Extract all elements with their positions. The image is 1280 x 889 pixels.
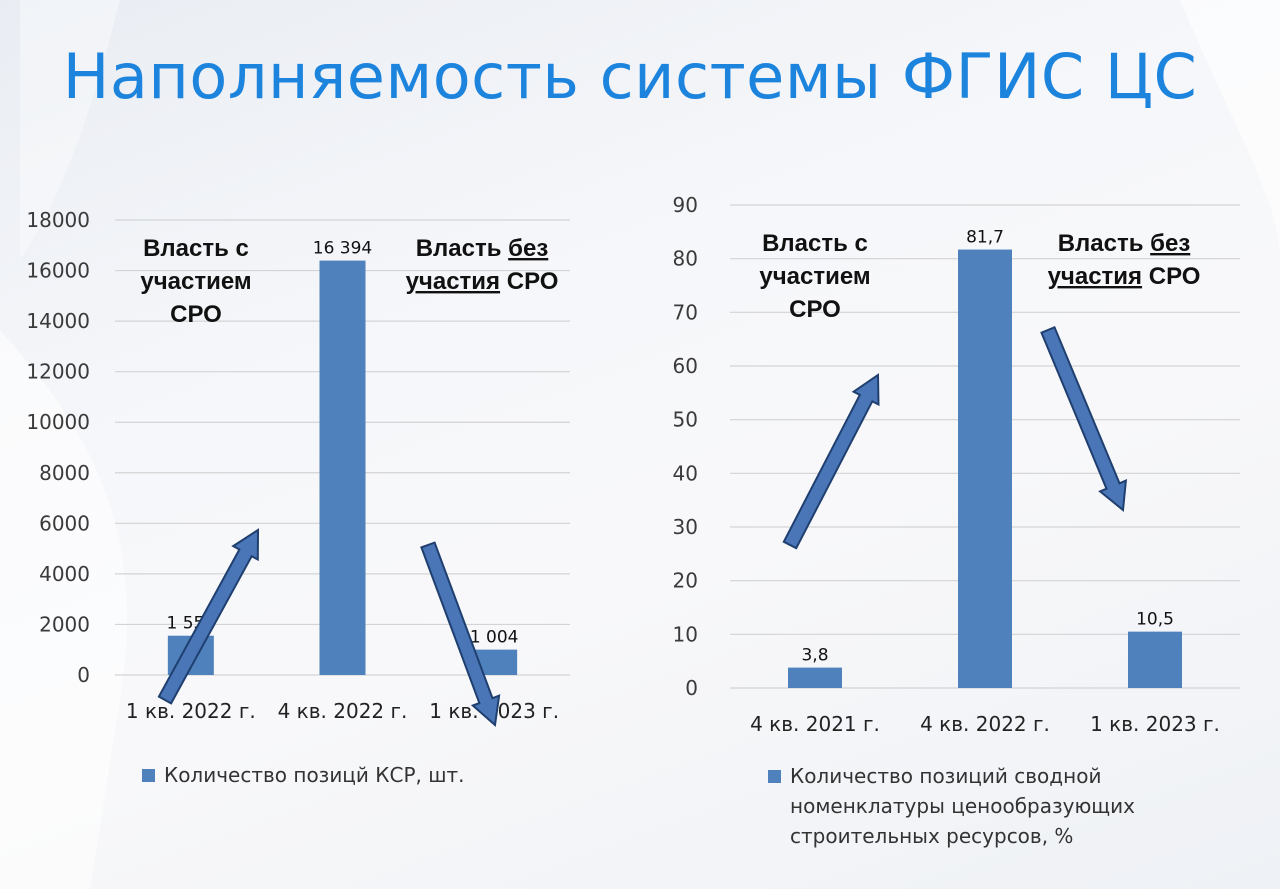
legend-label: Количество позиций сводной номенклатуры … [768,761,1198,851]
annotation-right: Власть без участия СРО [406,235,559,295]
legend-swatch [142,769,155,782]
x-category-label: 4 кв. 2021 г. [750,712,880,736]
y-tick-label: 2000 [39,612,90,636]
x-category-label: 1 кв. 2023 г. [1090,712,1220,736]
x-category-label: 4 кв. 2022 г. [920,712,1050,736]
x-category-label: 1 кв. 2022 г. [126,699,256,723]
annotation-line: участия СРО [406,268,559,295]
y-tick-label: 4000 [39,562,90,586]
y-tick-label: 0 [685,676,698,700]
annotation-line: участия СРО [1048,263,1201,290]
arrow-down-icon [420,541,501,727]
bar-value-label: 3,8 [801,646,828,666]
y-tick-label: 6000 [39,511,90,535]
legend-swatch [768,770,781,783]
annotation-line: Власть с [143,235,249,262]
bar [319,260,366,675]
y-tick-label: 12000 [26,360,90,384]
arrow-up-icon [782,373,880,550]
y-axis-ticks: 0 2000 4000 6000 8000 10000 12000 14000 16000 180… [26,208,90,687]
y-tick-label: 80 [673,247,698,271]
annotation-right: Власть без участия СРО [1048,230,1201,290]
legend-label: Количество позицй КСР, шт. [164,763,465,787]
trend-arrows [157,528,501,727]
legend-label-line: номенклатуры ценообразующих [790,794,1135,818]
annotation-line: Власть с [762,230,868,257]
annotation-emphasis: участия [406,268,501,295]
annotation-line: участием [759,263,870,290]
annotation-text: Власть [416,235,508,262]
legend-ksr: Количество позицй КСР, шт. [142,760,602,790]
arrow-down-icon [1040,325,1128,512]
annotation-text: Власть [1058,230,1150,257]
annotation-line: Власть без [1058,230,1191,257]
arrow-up-icon [157,528,260,705]
annotation-line: СРО [789,296,841,323]
y-axis-ticks: 0 10 20 30 40 50 60 70 80 90 [673,193,698,700]
legend-nomenclature: Количество позиций сводной номенклатуры … [768,761,1198,851]
y-tick-label: 60 [673,354,698,378]
chart-ksr: 0 2000 4000 6000 8000 10000 12000 14000 16000 180… [26,208,570,727]
chart-nomenclature: 0 10 20 30 40 50 60 70 80 90 3,8 81,7 10,5 4 кв. 20… [673,193,1240,736]
bar-value-label: 16 394 [313,239,372,259]
annotation-emphasis: без [1150,230,1190,257]
x-axis-labels: 4 кв. 2021 г. 4 кв. 2022 г. 1 кв. 2023 г. [750,712,1220,736]
annotation-left: Власть с участием СРО [759,230,870,323]
slide-title: Наполняемость системы ФГИС ЦС [62,40,1198,113]
annotation-text: СРО [500,268,558,295]
bar [788,667,842,688]
data-labels: 3,8 81,7 10,5 [801,228,1173,666]
legend-label-line: строительных ресурсов, % [790,824,1074,848]
annotation-line: Власть без [416,235,549,262]
y-tick-label: 10000 [26,410,90,434]
y-tick-label: 18000 [26,208,90,232]
bar-value-label: 1 004 [470,628,519,648]
annotation-line: участием [140,268,251,295]
bar [1128,631,1182,688]
y-tick-label: 20 [673,569,698,593]
annotation-emphasis: участия [1048,263,1143,290]
annotation-left: Власть с участием СРО [140,235,251,328]
y-tick-label: 90 [673,193,698,217]
y-tick-label: 50 [673,408,698,432]
annotation-text: СРО [1142,263,1200,290]
bar-value-label: 81,7 [966,228,1004,248]
y-tick-label: 30 [673,515,698,539]
y-tick-label: 40 [673,461,698,485]
bar [958,249,1012,688]
bar-value-label: 10,5 [1136,610,1174,630]
bars [167,260,518,675]
y-tick-label: 10 [673,622,698,646]
y-tick-label: 0 [77,663,90,687]
trend-arrows [782,325,1128,550]
y-tick-label: 70 [673,300,698,324]
y-tick-label: 16000 [26,259,90,283]
y-tick-label: 14000 [26,309,90,333]
bars [788,249,1182,688]
x-category-label: 4 кв. 2022 г. [278,699,408,723]
annotation-emphasis: без [508,235,548,262]
y-tick-label: 8000 [39,461,90,485]
legend-label-line: Количество позиций сводной [790,764,1102,788]
annotation-line: СРО [170,301,222,328]
